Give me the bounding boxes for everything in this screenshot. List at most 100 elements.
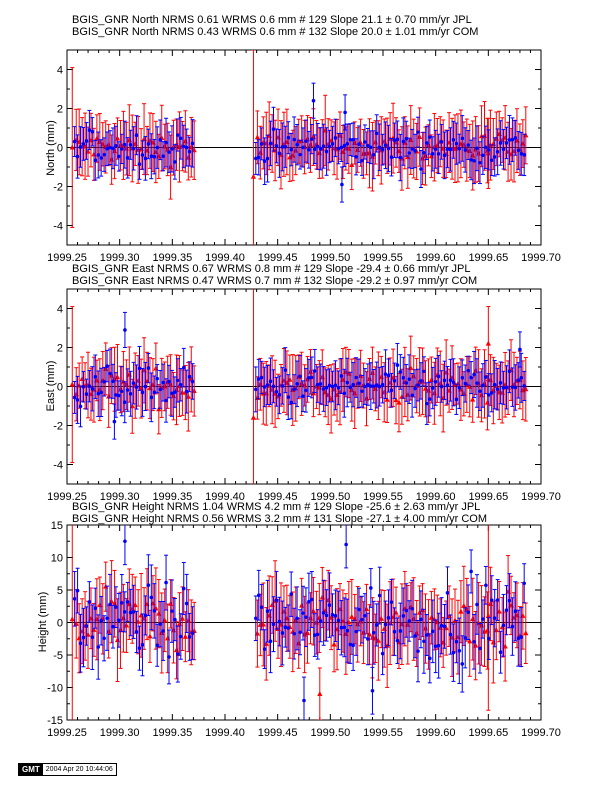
jpl-point <box>486 636 491 641</box>
x-tick-label: 1999.65 <box>468 491 508 503</box>
x-tick-label: 1999.55 <box>363 727 403 739</box>
jpl-point <box>99 390 103 395</box>
jpl-point <box>451 380 456 385</box>
height-header-com: BGIS_GNR Height NRMS 0.56 WRMS 3.2 mm # … <box>72 513 487 525</box>
north-header-com: BGIS_GNR North NRMS 0.43 WRMS 0.6 mm # 1… <box>72 26 478 38</box>
y-tick-label: -4 <box>53 221 63 233</box>
jpl-point <box>311 98 316 103</box>
jpl-point <box>254 156 258 161</box>
jpl-point <box>369 586 373 590</box>
jpl-point <box>419 617 423 622</box>
jpl-point <box>360 389 364 394</box>
jpl-point <box>519 375 524 380</box>
x-tick-label: 1999.50 <box>310 491 350 503</box>
jpl-point <box>114 143 118 148</box>
jpl-point <box>93 374 98 379</box>
jpl-point <box>416 383 420 387</box>
com-point <box>317 691 323 696</box>
com-point <box>250 414 257 420</box>
jpl-point <box>161 629 165 633</box>
jpl-point <box>128 142 133 147</box>
jpl-point <box>410 147 414 151</box>
jpl-point <box>351 137 355 142</box>
jpl-point <box>410 606 414 611</box>
jpl-point <box>439 384 444 389</box>
jpl-point <box>321 387 326 391</box>
jpl-point <box>344 542 348 547</box>
com-point <box>393 397 399 403</box>
jpl-point <box>430 152 435 156</box>
jpl-point <box>131 146 136 151</box>
y-tick-label: 4 <box>57 304 63 316</box>
y-tick-label: 2 <box>57 343 63 355</box>
jpl-point <box>179 136 183 141</box>
jpl-point <box>407 619 411 623</box>
jpl-point <box>369 145 373 150</box>
jpl-point <box>463 148 468 152</box>
height-header-jpl: BGIS_GNR Height NRMS 1.04 WRMS 4.2 mm # … <box>72 501 480 513</box>
jpl-point <box>445 383 450 388</box>
jpl-point <box>369 384 373 388</box>
jpl-point <box>371 152 376 157</box>
jpl-point <box>422 369 426 374</box>
jpl-point <box>363 140 367 144</box>
com-point <box>69 381 75 387</box>
com-point <box>250 173 257 179</box>
jpl-point <box>304 615 308 619</box>
jpl-point <box>374 131 379 136</box>
jpl-point <box>357 607 361 612</box>
jpl-point <box>489 391 494 395</box>
y-tick-label: -2 <box>53 182 63 194</box>
east-header-jpl: BGIS_GNR East NRMS 0.67 WRMS 0.8 mm # 12… <box>72 263 471 275</box>
jpl-point <box>333 136 338 140</box>
jpl-point <box>78 404 83 409</box>
jpl-point <box>383 143 388 148</box>
y-tick-label: 2 <box>57 104 63 116</box>
jpl-point <box>478 160 482 165</box>
jpl-point <box>78 641 83 646</box>
jpl-point <box>492 155 497 159</box>
y-tick-label: 4 <box>57 65 63 77</box>
jpl-point <box>442 624 447 629</box>
jpl-point <box>475 146 479 151</box>
jpl-point <box>425 633 429 637</box>
com-point <box>69 616 75 622</box>
jpl-point <box>164 140 168 145</box>
jpl-point <box>457 385 462 390</box>
jpl-point <box>504 385 509 390</box>
jpl-point <box>407 377 411 381</box>
x-tick-label: 1999.25 <box>47 727 87 739</box>
jpl-point <box>348 137 352 142</box>
jpl-point <box>262 385 267 389</box>
jpl-point <box>340 182 344 187</box>
jpl-point <box>122 142 127 147</box>
jpl-point <box>164 398 168 403</box>
jpl-point <box>149 154 154 159</box>
jpl-point <box>404 608 409 613</box>
x-tick-label: 1999.55 <box>363 252 403 264</box>
jpl-point <box>114 605 118 610</box>
jpl-point <box>404 381 409 385</box>
jpl-point <box>495 387 500 391</box>
jpl-point <box>286 395 291 399</box>
jpl-point <box>254 387 258 392</box>
com-point <box>182 633 188 639</box>
com-point <box>467 638 473 644</box>
jpl-point <box>522 581 526 586</box>
y-tick-label: 15 <box>51 520 63 532</box>
jpl-point <box>407 151 411 155</box>
jpl-point <box>81 635 86 640</box>
com-point <box>147 633 153 639</box>
x-tick-label: 1999.60 <box>416 491 456 503</box>
jpl-point <box>386 616 391 620</box>
com-point <box>69 144 75 150</box>
jpl-point <box>283 145 288 149</box>
jpl-point <box>122 610 127 614</box>
jpl-point <box>371 384 376 389</box>
jpl-point <box>84 624 89 628</box>
y-tick-label: 0 <box>57 618 63 630</box>
jpl-point <box>336 146 341 151</box>
jpl-point <box>283 368 288 372</box>
jpl-point <box>184 601 189 606</box>
jpl-point <box>469 569 473 574</box>
